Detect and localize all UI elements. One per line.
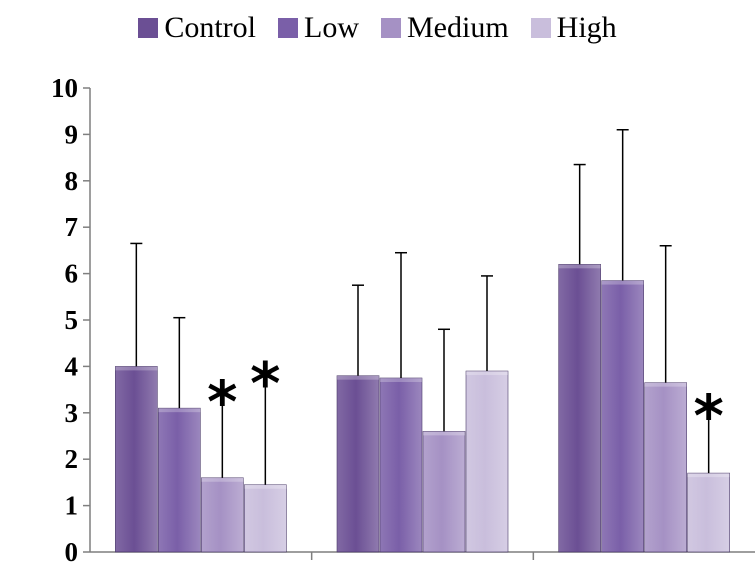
bar-high-2 [687,472,730,553]
legend-label-medium: Medium [407,11,509,44]
bar-highlight [687,473,730,478]
bar-low-2 [601,280,644,553]
legend-label-high: High [556,11,617,44]
legend-swatch-low [278,18,298,38]
y-tick-label: 5 [65,305,79,335]
bar-highlight [466,371,508,376]
bar-highlight [244,484,287,489]
significance-asterisk: * [207,368,237,436]
legend-swatch-medium [381,18,401,38]
y-tick-label: 4 [65,351,79,381]
bar-low-1 [379,377,423,553]
bar-highlight [201,477,244,482]
bar-highlight [423,431,465,436]
legend-item-high: High [530,11,617,45]
bar-highlight [558,264,601,269]
significance-markers: * * * [207,349,724,449]
y-tick-label: 1 [65,491,79,521]
y-tick-label: 2 [65,444,79,474]
legend-item-control: Control [138,11,256,45]
bar-highlight [601,280,644,285]
bar-highlight [115,366,158,371]
legend-swatch-control [138,18,159,38]
significance-asterisk: * [693,382,723,450]
bar-medium-2 [644,382,687,553]
bar-medium-1 [422,431,466,553]
legend-item-low: Low [278,11,359,45]
bar-highlight [380,378,422,382]
bar-high-1 [465,370,509,553]
bar-highlight [644,382,687,387]
bars [115,264,730,553]
y-tick-label: 10 [51,73,78,103]
significance-asterisk: * [250,349,280,417]
bar-highlight [337,375,379,380]
y-tick-label: 3 [65,398,79,428]
legend-label-low: Low [304,11,359,44]
y-tick-label: 8 [65,166,79,196]
y-tick-label: 7 [65,212,79,242]
bar-high-0 [244,484,287,553]
y-tick-label: 0 [65,537,79,567]
y-tick-label: 6 [65,259,79,289]
y-tick-label: 9 [65,119,79,149]
bar-highlight [158,408,201,413]
bar-medium-0 [201,477,244,553]
legend-label-control: Control [164,11,256,44]
legend: Control Low Medium High [0,8,755,48]
bar-low-0 [158,407,201,553]
legend-item-medium: Medium [381,11,509,45]
legend-swatch-high [530,18,551,38]
bar-control-1 [336,375,380,553]
axes: 0 1 2 3 4 5 6 7 8 9 10 [51,73,755,567]
bar-control-2 [558,264,601,553]
error-bars [130,129,715,485]
bar-control-0 [115,366,158,553]
